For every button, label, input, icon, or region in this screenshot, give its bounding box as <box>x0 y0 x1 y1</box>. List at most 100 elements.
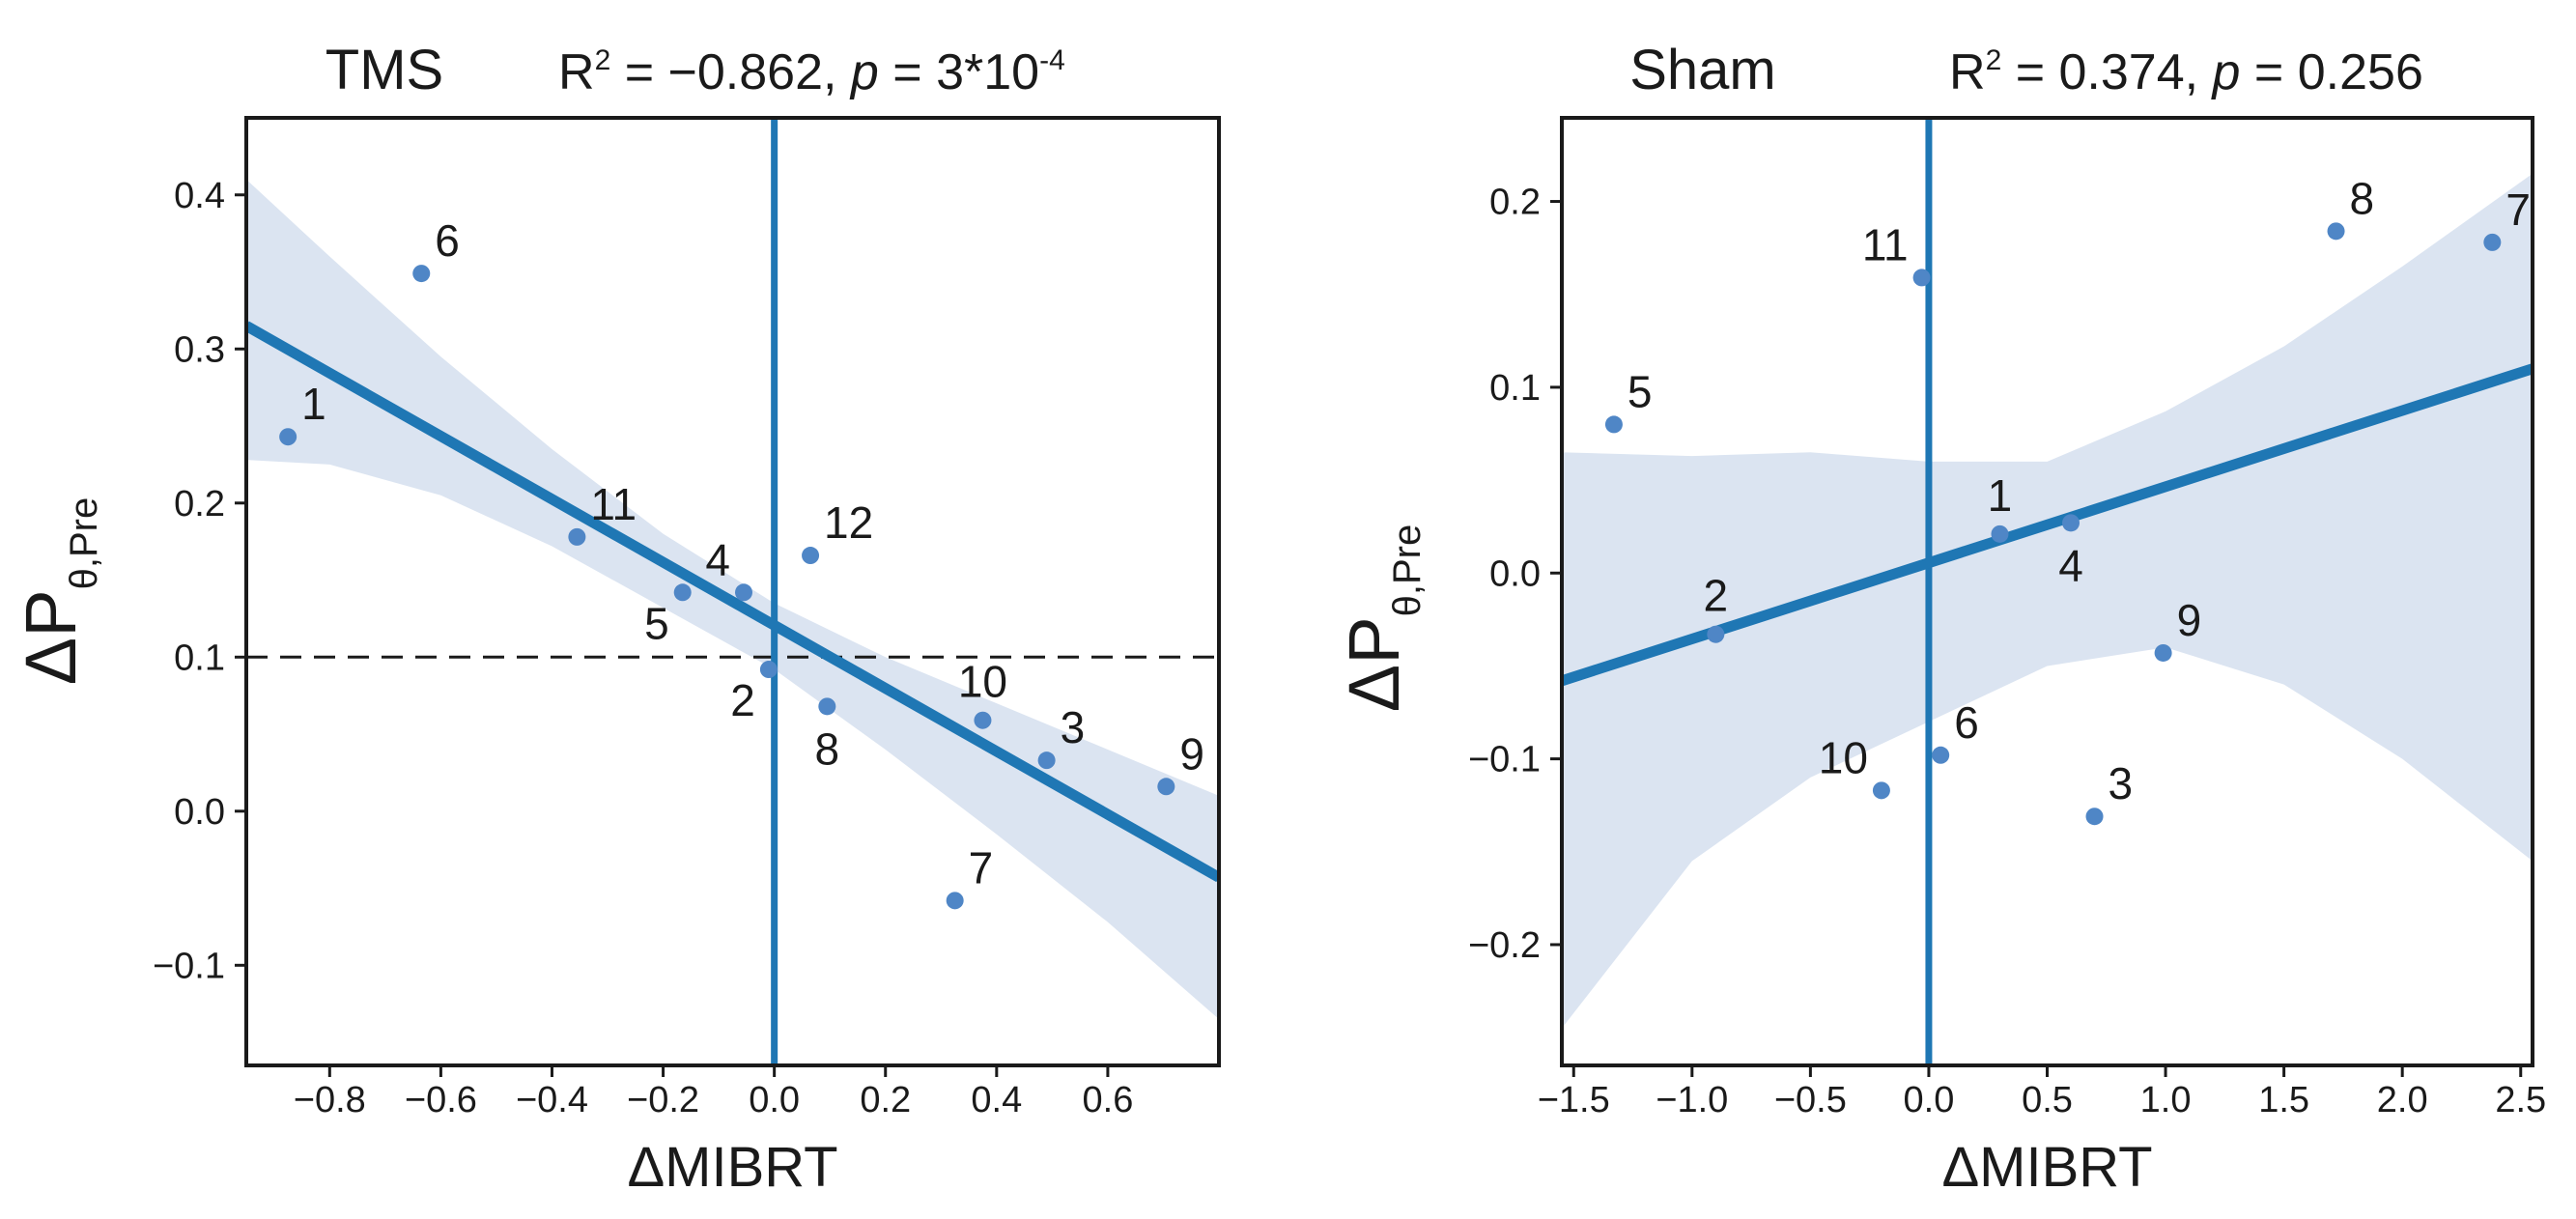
y-tick-label: 0.1 <box>1489 368 1541 409</box>
point-label: 6 <box>435 215 460 266</box>
point-label: 5 <box>1628 366 1653 416</box>
point-label: 2 <box>730 675 755 725</box>
point-label: 1 <box>1988 470 2013 521</box>
data-point[interactable] <box>279 428 297 446</box>
y-tick-label: 0.1 <box>174 638 225 678</box>
y-tick-label: 0.2 <box>1489 183 1541 223</box>
x-tick-label: −0.4 <box>516 1080 588 1120</box>
stat-annotation: R2 = −0.862, p = 3*10-4 <box>558 44 1065 100</box>
y-tick-label: −0.1 <box>1468 740 1541 780</box>
x-tick-label: −0.5 <box>1774 1080 1847 1120</box>
r-superscript: 2 <box>595 44 611 76</box>
p-value: = 0.256 <box>2240 44 2422 100</box>
point-label: 6 <box>1954 697 1979 748</box>
y-tick-label: 0.0 <box>1489 553 1541 594</box>
point-label: 8 <box>2350 173 2375 223</box>
point-label: 4 <box>705 534 730 584</box>
data-point[interactable] <box>2062 514 2081 532</box>
data-point[interactable] <box>2154 643 2172 662</box>
r-label: R <box>1949 44 1986 100</box>
chart-tms: 1 6 11 54 12 2 8 10 3 9 7 −0.8 −0.6 −0.4 −0.2 0.0 0.2 0.4… <box>11 39 1221 1199</box>
data-point[interactable] <box>568 527 586 546</box>
data-point[interactable] <box>1872 781 1890 800</box>
y-tick-label: 0.2 <box>174 484 225 524</box>
x-tick-label: −1.5 <box>1538 1080 1610 1120</box>
stat-annotation: R2 = 0.374, p = 0.256 <box>1949 44 2423 100</box>
x-tick-label: 0.0 <box>1904 1080 1955 1120</box>
x-tick-label: 0.5 <box>2022 1080 2073 1120</box>
data-point[interactable] <box>2085 808 2104 826</box>
data-point[interactable] <box>2327 222 2345 241</box>
data-point[interactable] <box>818 697 836 716</box>
data-point[interactable] <box>2483 233 2502 251</box>
point-label: 7 <box>969 842 994 893</box>
point-label: 9 <box>2177 595 2202 645</box>
y-tick-label: 0.0 <box>174 792 225 833</box>
regression-line <box>1562 363 2533 687</box>
point-label: 12 <box>824 497 873 548</box>
x-axis-label: ΔMIBRT <box>627 1136 837 1199</box>
r-label: R <box>558 44 595 100</box>
point-label: 7 <box>2505 184 2531 235</box>
p-superscript: -4 <box>1039 44 1065 76</box>
chart-title: Sham <box>1629 39 1776 101</box>
axes-frame <box>244 116 1221 1067</box>
x-tick-label: −0.8 <box>294 1080 366 1120</box>
x-tick-label: 0.4 <box>971 1080 1022 1120</box>
point-label: 2 <box>1704 571 1729 621</box>
x-tick-label: 2.5 <box>2495 1080 2546 1120</box>
x-axis-label: ΔMIBRT <box>1941 1136 2152 1199</box>
y-axis-label-sub: θ,Pre <box>63 497 105 590</box>
y-tick-label: 0.4 <box>174 176 225 216</box>
point-label: 10 <box>958 657 1007 707</box>
point-label: 3 <box>1061 702 1086 752</box>
data-point[interactable] <box>1707 625 1725 643</box>
y-tick-label: −0.1 <box>153 946 225 986</box>
point-label: 9 <box>1179 728 1204 779</box>
r-superscript: 2 <box>1986 44 2002 76</box>
y-axis-label-main: ΔP <box>11 589 91 685</box>
y-tick-label: 0.3 <box>174 329 225 370</box>
confidence-band <box>1562 173 2533 1029</box>
data-point[interactable] <box>1932 746 1950 764</box>
point-label: 4 <box>2058 540 2083 590</box>
data-point[interactable] <box>1912 269 1931 287</box>
y-tick-label: −0.2 <box>1468 925 1541 966</box>
regression-line <box>246 321 1219 883</box>
x-tick-label: 0.0 <box>749 1080 800 1120</box>
data-point[interactable] <box>1604 415 1623 434</box>
chart-title: TMS <box>326 39 443 101</box>
data-point[interactable] <box>974 711 992 729</box>
p-label: p <box>849 44 879 100</box>
data-point[interactable] <box>1037 751 1056 770</box>
y-axis-label: ΔPθ,Pre <box>11 497 105 685</box>
data-point[interactable] <box>673 583 692 602</box>
data-point[interactable] <box>946 892 964 910</box>
p-label: p <box>2211 44 2241 100</box>
x-tick-label: 2.0 <box>2377 1080 2428 1120</box>
data-point[interactable] <box>759 661 778 679</box>
data-point[interactable] <box>802 547 820 565</box>
x-tick-label: 1.0 <box>2140 1080 2192 1120</box>
x-tick-label: −1.0 <box>1656 1080 1728 1120</box>
x-tick-label: 0.2 <box>860 1080 911 1120</box>
plot-area <box>246 118 1219 1065</box>
data-point[interactable] <box>1157 778 1175 796</box>
data-point[interactable] <box>1991 524 2009 543</box>
point-label: 10 <box>1819 732 1868 782</box>
x-tick-label: −0.6 <box>405 1080 477 1120</box>
r-value: = 0.374, <box>2001 44 2212 100</box>
point-label: 11 <box>1862 219 1909 269</box>
y-axis-label-main: ΔP <box>1334 616 1414 712</box>
point-label: 1 <box>301 379 326 429</box>
point-label: 11 <box>590 479 637 529</box>
y-axis-label: ΔPθ,Pre <box>1334 524 1429 712</box>
point-label: 5 <box>644 598 669 648</box>
data-point[interactable] <box>735 583 753 602</box>
x-tick-label: 1.5 <box>2258 1080 2309 1120</box>
r-value: = −0.862, <box>610 44 851 100</box>
point-label: 3 <box>2109 758 2134 808</box>
data-point[interactable] <box>412 265 431 283</box>
